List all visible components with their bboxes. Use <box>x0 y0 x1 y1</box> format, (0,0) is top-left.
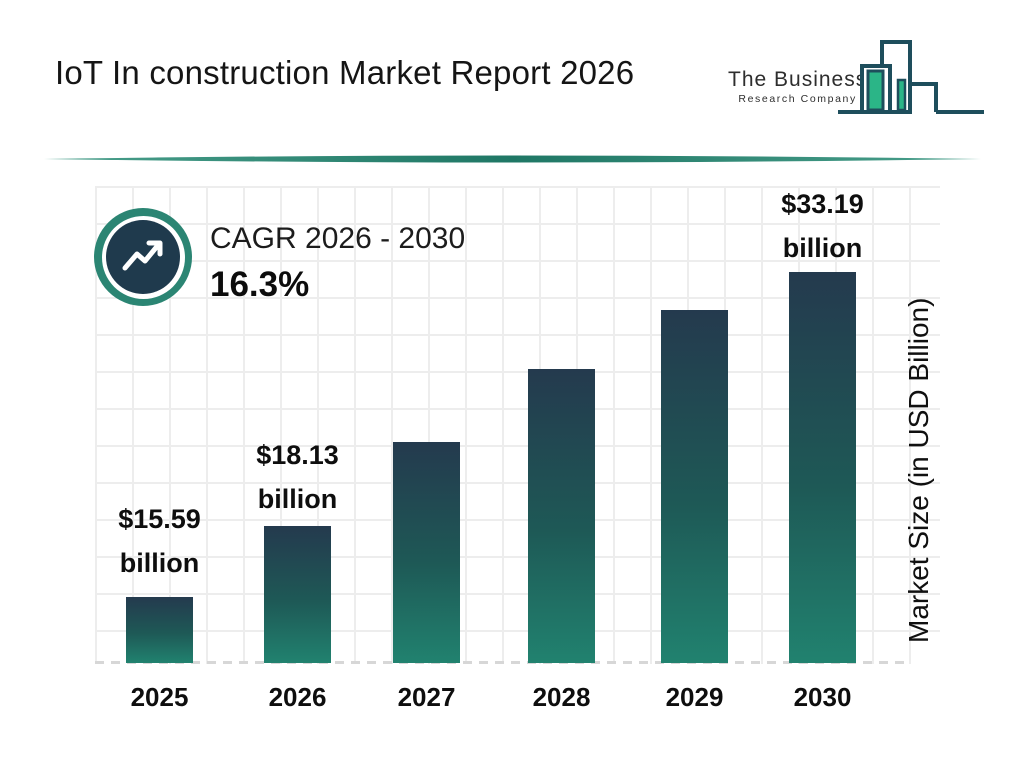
page-title: IoT In construction Market Report 2026 <box>55 54 635 91</box>
cagr-badge-core <box>106 220 180 294</box>
bar-2030 <box>789 272 856 663</box>
x-axis-baseline <box>95 661 907 664</box>
cagr-value: 16.3% <box>210 265 310 304</box>
cagr-badge <box>94 208 192 306</box>
logo-subname: Research Company <box>738 93 857 105</box>
x-tick-label-2026: 2026 <box>268 682 327 712</box>
bar-2028 <box>528 369 595 663</box>
bar-2026 <box>264 526 331 663</box>
divider-rule <box>44 155 981 163</box>
y-axis-label: Market Size (in USD Billion) <box>903 297 934 643</box>
cagr-badge-ring <box>101 215 185 299</box>
brand-logo: The Business Research Company <box>724 36 984 126</box>
x-tick-label-2029: 2029 <box>665 682 724 712</box>
x-tick-label-2030: 2030 <box>793 682 852 712</box>
x-tick-label-2027: 2027 <box>397 682 456 712</box>
logo-wordmark: The Business Research Company <box>728 68 867 105</box>
bar-2025 <box>126 597 193 663</box>
cagr-period-label: CAGR 2026 - 2030 <box>210 222 466 255</box>
value-label-2030: $33.19 billion <box>781 189 864 263</box>
bar-2029 <box>661 310 728 663</box>
trend-up-icon <box>122 240 163 271</box>
logo-name: The Business <box>728 68 868 91</box>
logo-bars-icon <box>838 40 984 114</box>
value-label-2025: $15.59 billion <box>118 504 201 578</box>
bar-2027 <box>393 442 460 663</box>
x-tick-label-2028: 2028 <box>532 682 591 712</box>
x-tick-label-2025: 2025 <box>130 682 189 712</box>
value-label-2026: $18.13 billion <box>256 440 339 514</box>
